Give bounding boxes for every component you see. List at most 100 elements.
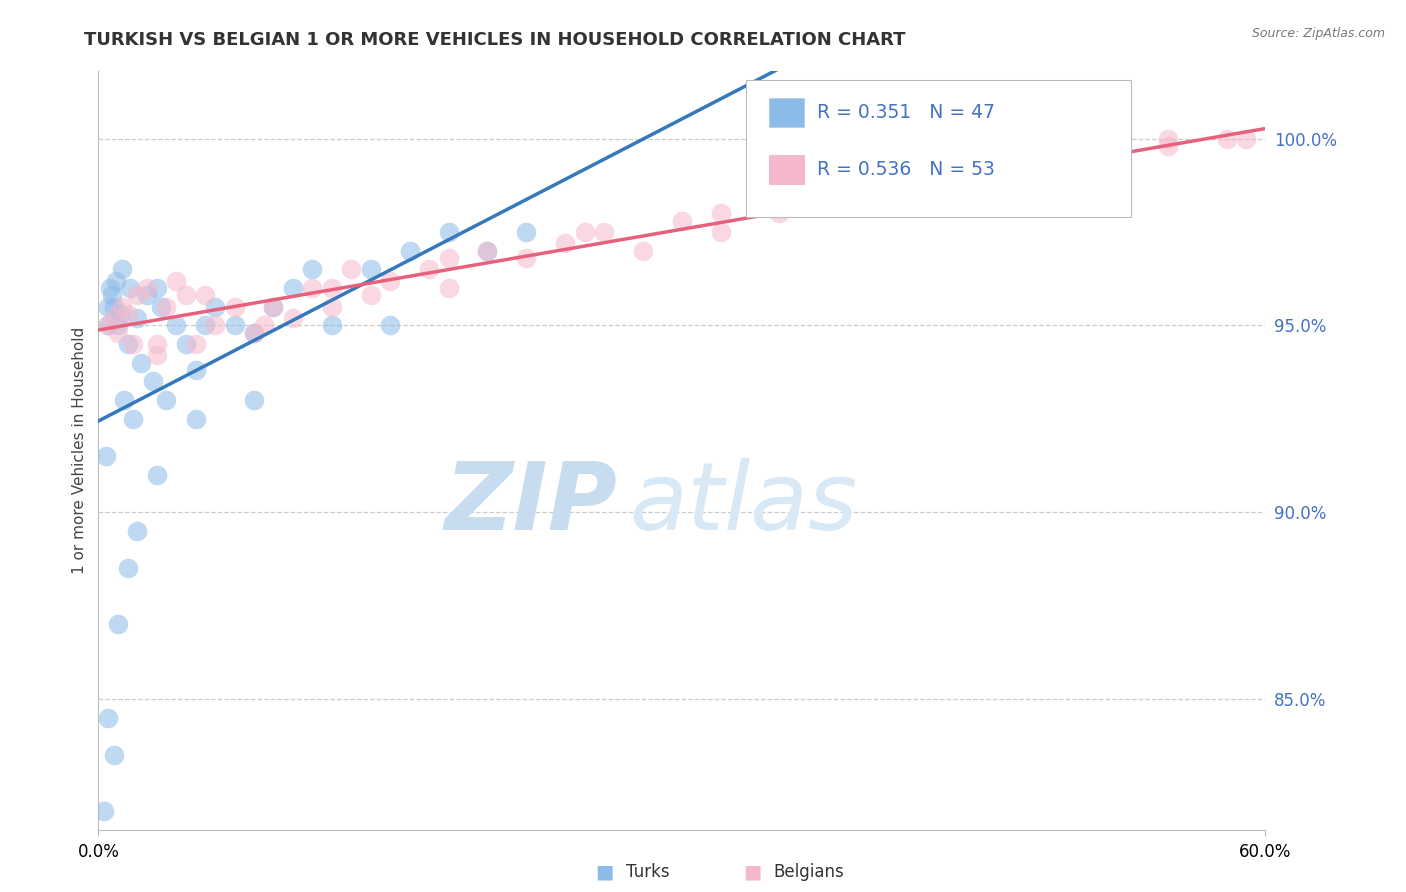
Point <box>104 273 127 287</box>
Point <box>112 392 135 407</box>
Point <box>904 177 927 191</box>
Point <box>380 318 402 333</box>
Point <box>865 199 887 213</box>
Point <box>1157 139 1180 153</box>
Point <box>593 225 616 239</box>
Point <box>1215 131 1237 145</box>
Point <box>194 288 217 302</box>
Point <box>127 310 149 325</box>
Text: TURKISH VS BELGIAN 1 OR MORE VEHICLES IN HOUSEHOLD CORRELATION CHART: TURKISH VS BELGIAN 1 OR MORE VEHICLES IN… <box>84 31 905 49</box>
Point <box>155 392 177 407</box>
Point <box>103 300 125 314</box>
Point <box>477 244 499 258</box>
Point <box>146 337 169 351</box>
Point <box>97 710 120 724</box>
Point <box>321 300 343 314</box>
Point <box>380 273 402 287</box>
Point <box>204 300 226 314</box>
Point <box>360 262 382 277</box>
Point <box>149 300 172 314</box>
Point <box>194 318 217 333</box>
Text: R = 0.351   N = 47: R = 0.351 N = 47 <box>817 103 995 122</box>
Point <box>1060 161 1083 176</box>
Point <box>768 206 790 220</box>
Point <box>155 300 177 314</box>
Point <box>437 225 460 239</box>
Point <box>262 300 284 314</box>
Point <box>437 281 460 295</box>
Point <box>129 356 152 370</box>
Point <box>97 318 120 333</box>
Point <box>398 244 420 258</box>
Point <box>108 307 131 321</box>
Point <box>962 169 984 183</box>
Point <box>96 449 118 463</box>
Point <box>301 262 323 277</box>
Text: Source: ZipAtlas.com: Source: ZipAtlas.com <box>1251 27 1385 40</box>
Point <box>122 337 145 351</box>
Point <box>671 213 693 227</box>
Point <box>184 363 207 377</box>
Point <box>101 288 124 302</box>
Point <box>1098 150 1121 164</box>
Point <box>515 251 537 265</box>
FancyBboxPatch shape <box>769 155 804 184</box>
Text: atlas: atlas <box>630 458 858 549</box>
Point <box>710 206 733 220</box>
Point <box>340 262 363 277</box>
Text: Turks: Turks <box>626 863 669 881</box>
Point <box>165 318 187 333</box>
Point <box>103 747 125 762</box>
Point <box>103 310 125 325</box>
Text: ZIP: ZIP <box>444 458 617 549</box>
Point <box>281 310 304 325</box>
Point <box>146 348 169 362</box>
Text: R = 0.536   N = 53: R = 0.536 N = 53 <box>817 160 995 178</box>
Point <box>321 281 343 295</box>
Point <box>1001 169 1024 183</box>
Point <box>243 392 266 407</box>
Text: ■: ■ <box>742 863 762 882</box>
Point <box>224 300 246 314</box>
Point <box>142 375 165 389</box>
Point <box>127 524 149 538</box>
Point <box>224 318 246 333</box>
Point <box>437 251 460 265</box>
Point <box>574 225 596 239</box>
Point <box>184 337 207 351</box>
Point <box>146 467 169 482</box>
Point <box>97 300 120 314</box>
Point <box>281 281 304 295</box>
Point <box>136 288 159 302</box>
Point <box>243 326 266 340</box>
Point <box>122 411 145 425</box>
Point <box>827 187 849 202</box>
Point <box>515 225 537 239</box>
Point <box>174 288 197 302</box>
Point <box>243 326 266 340</box>
Text: Belgians: Belgians <box>773 863 844 881</box>
Point <box>1234 131 1257 145</box>
Point <box>118 281 141 295</box>
Point <box>93 804 115 818</box>
Point <box>301 281 323 295</box>
Point <box>127 288 149 302</box>
FancyBboxPatch shape <box>747 80 1132 217</box>
Point <box>146 281 169 295</box>
Point <box>98 281 121 295</box>
Point <box>107 617 129 632</box>
Point <box>111 300 134 314</box>
Point <box>184 411 207 425</box>
Point <box>111 262 134 277</box>
Point <box>165 273 187 287</box>
Point <box>204 318 226 333</box>
Point <box>253 318 276 333</box>
Point <box>107 318 129 333</box>
Point <box>107 326 129 340</box>
FancyBboxPatch shape <box>769 98 804 127</box>
Point <box>865 187 887 202</box>
Point <box>117 561 139 575</box>
Text: ■: ■ <box>595 863 614 882</box>
Point <box>174 337 197 351</box>
Point <box>710 225 733 239</box>
